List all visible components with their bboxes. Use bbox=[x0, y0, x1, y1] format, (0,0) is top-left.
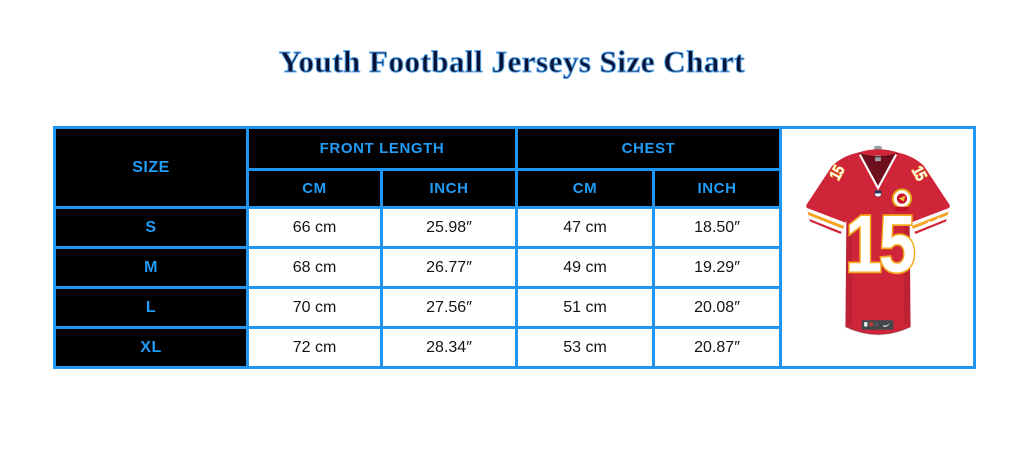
size-chart-table: SIZE FRONT LENGTH CHEST bbox=[53, 126, 977, 369]
jersey-chest-number: 15 bbox=[845, 198, 914, 289]
chest-cm-value: 51 cm bbox=[515, 286, 656, 329]
v-neck-collar bbox=[858, 153, 897, 191]
table-row: XL 72 cm 28.34″ 53 cm 20.87″ bbox=[53, 326, 975, 369]
jersey-image: 15 15 15 bbox=[805, 145, 950, 336]
front-cm-value: 72 cm bbox=[246, 326, 383, 369]
team-patch-icon bbox=[891, 188, 912, 212]
front-cm-value: 70 cm bbox=[246, 286, 383, 329]
front-inch-header: INCH bbox=[379, 168, 519, 209]
chest-inch-value: 19.29″ bbox=[652, 246, 783, 289]
chest-cm-value: 47 cm bbox=[515, 206, 656, 249]
front-cm-value: 66 cm bbox=[246, 206, 383, 249]
chest-inch-value: 18.50″ bbox=[652, 206, 783, 249]
header-row-groups: SIZE FRONT LENGTH CHEST bbox=[53, 126, 977, 369]
front-inch-value: 26.77″ bbox=[379, 246, 519, 289]
nike-swoosh-icon bbox=[926, 215, 940, 225]
jersey-image-cell: 15 15 15 bbox=[779, 126, 977, 369]
chest-header: CHEST bbox=[515, 126, 783, 171]
sleeve-stripes-left bbox=[806, 207, 845, 232]
size-column-header: SIZE bbox=[53, 126, 249, 209]
front-cm-header: CM bbox=[246, 168, 383, 209]
page-title: Youth Football Jerseys Size Chart bbox=[279, 44, 745, 80]
chest-cm-value: 53 cm bbox=[515, 326, 656, 369]
front-length-header: FRONT LENGTH bbox=[245, 126, 519, 171]
chest-inch-header: INCH bbox=[652, 168, 783, 209]
chest-cm-value: 49 cm bbox=[515, 246, 656, 289]
size-label: XL bbox=[53, 326, 249, 369]
front-inch-value: 25.98″ bbox=[379, 206, 519, 249]
chest-cm-header: CM bbox=[515, 168, 656, 209]
front-inch-value: 28.34″ bbox=[379, 326, 519, 369]
header-row-units: CM INCH CM INCH bbox=[55, 168, 975, 209]
jersey-body bbox=[805, 149, 950, 335]
table-row: M 68 cm 26.77″ 49 cm 19.29″ bbox=[53, 246, 975, 289]
jock-tag bbox=[861, 320, 893, 330]
table-row: L 70 cm 27.56″ 51 cm 20.08″ bbox=[53, 286, 975, 329]
size-chart-board: SIZE FRONT LENGTH CHEST bbox=[53, 126, 1024, 369]
front-inch-value: 27.56″ bbox=[379, 286, 519, 329]
chest-inch-value: 20.87″ bbox=[652, 326, 783, 369]
chest-inch-value: 20.08″ bbox=[652, 286, 783, 329]
front-cm-value: 68 cm bbox=[246, 246, 383, 289]
size-label: M bbox=[53, 246, 249, 289]
table-row: S 66 cm 25.98″ 47 cm 18.50″ bbox=[53, 206, 975, 249]
size-label: L bbox=[53, 286, 249, 329]
nfl-shield-icon bbox=[874, 190, 881, 198]
size-label: S bbox=[53, 206, 249, 249]
